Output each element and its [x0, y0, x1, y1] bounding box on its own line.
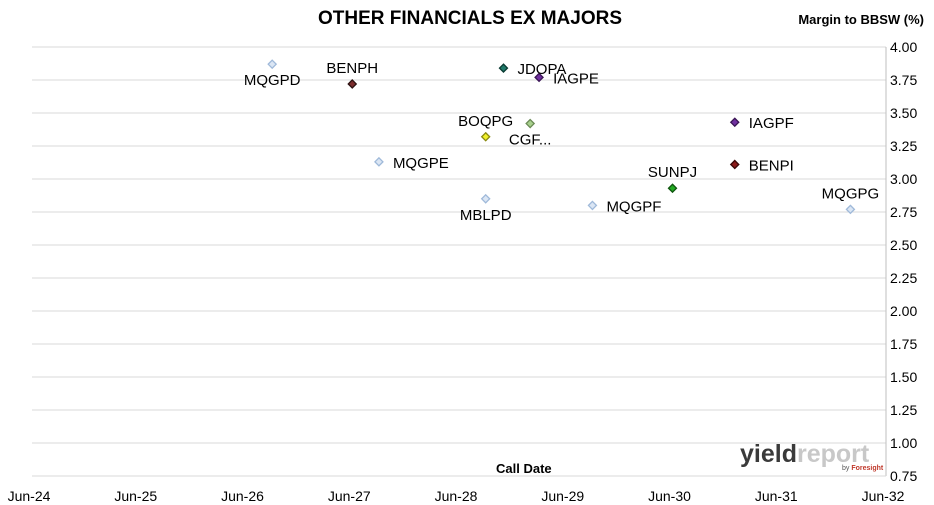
data-labels: MQGPD BENPH MQGPE BOQPG MBLPD JDOPA CGF... IAGP…	[244, 60, 879, 224]
data-label: MQGPE	[393, 155, 449, 172]
x-tick-label: Jun-24	[8, 488, 51, 504]
data-label: SUNPJ	[648, 164, 697, 181]
logo-wordmark: yieldreport	[740, 440, 869, 469]
data-label: MBLPD	[460, 207, 512, 224]
data-label: BENPH	[326, 60, 378, 77]
y-tick-label: 1.25	[890, 402, 917, 418]
y-tick-label: 0.75	[890, 468, 917, 484]
logo-foresight: Foresight	[851, 465, 884, 472]
y-tick-label: 4.00	[890, 39, 917, 55]
chart-title: OTHER FINANCIALS EX MAJORS	[317, 8, 623, 29]
point-mqgpf	[587, 200, 598, 211]
point-sunpj	[667, 183, 678, 194]
logo-by: by	[842, 465, 850, 472]
x-tick-label: Jun-26	[221, 488, 264, 504]
logo-byline: by Foresight	[842, 465, 883, 472]
x-tick-label: Jun-25	[114, 488, 157, 504]
x-tick-label: Jun-30	[648, 488, 691, 504]
y-tick-label: 2.75	[890, 204, 917, 220]
y-tick-label: 1.50	[890, 369, 917, 385]
y-tick-label: 3.25	[890, 138, 917, 154]
data-label: BENPI	[749, 157, 794, 174]
logo-word-report: report	[796, 440, 870, 468]
point-iagpe	[534, 72, 544, 83]
y-tick-label: 2.00	[890, 303, 917, 319]
point-mblpd	[480, 193, 491, 204]
y-tick-label: 3.50	[890, 105, 917, 121]
data-label: JDOPA	[517, 61, 566, 78]
y-tick-label: 3.00	[890, 171, 917, 187]
y-tick-label: 2.50	[890, 237, 917, 253]
y-axis-title: Margin to BBSW (%)	[798, 12, 924, 27]
axes	[32, 47, 887, 477]
point-benpi	[729, 159, 740, 170]
point-iagpf	[729, 117, 740, 128]
point-mqgpd	[267, 59, 278, 70]
point-benph	[347, 79, 358, 89]
point-mqgpg	[845, 204, 856, 215]
data-label: MQGPG	[822, 185, 880, 202]
x-tick-label: Jun-31	[755, 488, 798, 504]
point-jdopa	[498, 63, 509, 74]
data-label: BOQPG	[458, 113, 513, 130]
x-tick-label: Jun-27	[328, 488, 371, 504]
logo-word-yield: yield	[740, 440, 797, 468]
data-label: IAGPF	[749, 115, 794, 132]
data-label: MQGPF	[606, 198, 661, 215]
yieldreport-logo: yieldreport by Foresight	[740, 440, 890, 480]
y-tick-label: 1.75	[890, 336, 917, 352]
x-tick-labels: Jun-24 Jun-25 Jun-26 Jun-27 Jun-28 Jun-29 Jun-…	[8, 488, 905, 504]
data-points	[267, 59, 856, 215]
x-tick-label: Jun-32	[862, 488, 905, 504]
y-tick-label: 2.25	[890, 270, 917, 286]
data-label: MQGPD	[244, 72, 301, 89]
data-label: CGF...	[509, 132, 552, 149]
x-axis-title: Call Date	[496, 461, 552, 476]
point-boqpg	[480, 131, 491, 142]
point-mqgpe	[374, 156, 384, 167]
x-tick-label: Jun-28	[435, 488, 478, 504]
gridlines	[32, 46, 886, 477]
point-cgf	[525, 118, 536, 129]
y-tick-label: 1.00	[890, 435, 917, 451]
data-label: IAGPE	[553, 70, 599, 87]
x-tick-label: Jun-29	[541, 488, 584, 504]
y-tick-label: 3.75	[890, 72, 917, 88]
y-tick-labels: 0.75 1.00 1.25 1.50 1.75 2.00 2.25 2.50 2.75 3.00…	[890, 39, 917, 484]
